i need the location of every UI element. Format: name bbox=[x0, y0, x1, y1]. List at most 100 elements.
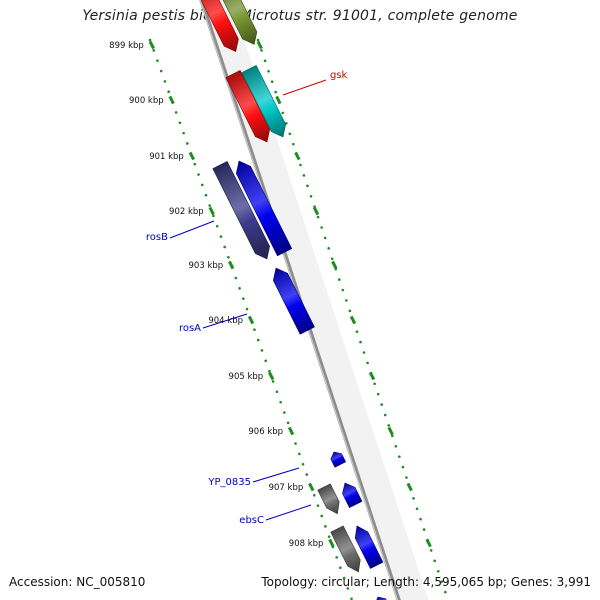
scale-dot bbox=[345, 299, 348, 302]
scale-tick bbox=[312, 206, 320, 216]
scale-dot bbox=[253, 328, 256, 332]
feature-body bbox=[273, 267, 315, 335]
feature-body bbox=[192, 0, 239, 52]
scale-dot bbox=[327, 247, 330, 250]
scale-dot bbox=[275, 390, 279, 394]
scale-dot bbox=[323, 236, 327, 240]
scale-tick bbox=[294, 151, 301, 161]
scale-dot bbox=[299, 163, 302, 167]
scale-dot bbox=[167, 90, 170, 94]
scale-tick bbox=[368, 371, 376, 381]
scale-dot bbox=[178, 121, 182, 125]
scale-dot bbox=[348, 309, 352, 313]
scale-tick bbox=[208, 206, 215, 216]
scale-dot bbox=[309, 194, 313, 198]
scale-dot bbox=[330, 257, 334, 261]
scale-dot bbox=[337, 278, 341, 281]
scale-tick-label: 900 kbp bbox=[129, 96, 164, 106]
scale-dot bbox=[152, 49, 156, 52]
scale-dot bbox=[401, 465, 405, 469]
scale-dot bbox=[320, 514, 323, 518]
scale-dot bbox=[288, 132, 292, 136]
feature-body bbox=[236, 160, 293, 257]
scale-tick bbox=[148, 40, 155, 50]
scale-tick-label: 906 kbp bbox=[248, 427, 283, 437]
scale-dot bbox=[398, 455, 401, 458]
gene-label-rosB: rosB bbox=[146, 232, 168, 243]
feature-blue-beside-rosB bbox=[236, 160, 293, 257]
scale-dot bbox=[234, 276, 238, 280]
gene-label-ebsC: ebsC bbox=[239, 515, 264, 526]
scale-dot bbox=[412, 497, 415, 500]
scale-dot bbox=[380, 403, 383, 406]
scale-dot bbox=[279, 400, 282, 404]
scale-dot bbox=[415, 507, 419, 511]
scale-dot bbox=[339, 566, 342, 570]
scale-dot bbox=[292, 142, 295, 146]
scale-dot bbox=[376, 392, 380, 396]
scale-tick-label: 901 kbp bbox=[149, 152, 184, 162]
feature-rosB bbox=[212, 161, 270, 260]
feature-body bbox=[330, 451, 347, 468]
scale-dot bbox=[387, 424, 391, 427]
scale-dot bbox=[208, 204, 212, 207]
scale-tick bbox=[406, 482, 413, 492]
gene-leader-line-ebsC bbox=[265, 504, 312, 521]
scale-dot bbox=[342, 576, 346, 580]
feature-gray-lower bbox=[330, 525, 361, 573]
feature-body bbox=[212, 161, 270, 260]
scale-dot bbox=[263, 59, 267, 63]
scale-dot bbox=[163, 80, 167, 83]
scale-dot bbox=[335, 556, 338, 559]
scale-tick-label: 907 kbp bbox=[269, 483, 304, 493]
scale-dot bbox=[316, 215, 320, 219]
scale-dot bbox=[242, 297, 245, 300]
scale-dot bbox=[215, 224, 219, 228]
scale-dot bbox=[186, 142, 189, 145]
feature-rosA bbox=[273, 267, 315, 335]
scale-dot bbox=[212, 214, 215, 218]
scale-dot bbox=[200, 183, 204, 187]
feature-olive-upper bbox=[214, 0, 258, 45]
page-title: Yersinia pestis biovar Microtus str. 910… bbox=[82, 8, 518, 24]
scale-dot bbox=[245, 307, 249, 311]
gene-leader-line-gsk bbox=[282, 79, 327, 96]
scale-tick bbox=[287, 426, 295, 436]
scale-dot bbox=[429, 549, 433, 552]
gene-leader-line-YP_0835 bbox=[252, 467, 300, 483]
scale-dot bbox=[297, 452, 301, 456]
gene-label-gsk: gsk bbox=[330, 70, 348, 81]
scale-dot bbox=[359, 340, 362, 344]
scale-tick bbox=[247, 315, 255, 325]
scale-tick bbox=[268, 371, 275, 381]
scale-tick bbox=[328, 538, 335, 548]
scale-dot bbox=[271, 380, 275, 383]
scale-dot bbox=[182, 131, 185, 135]
scale-dot bbox=[316, 504, 320, 507]
scale-dot bbox=[281, 111, 285, 115]
scale-dot bbox=[350, 597, 353, 600]
feature-body bbox=[342, 482, 363, 508]
feature-red-upper bbox=[192, 0, 239, 52]
scale-dot bbox=[433, 559, 437, 563]
scale-dot bbox=[444, 590, 447, 594]
scale-tick-label: 905 kbp bbox=[229, 372, 264, 382]
scale-dot bbox=[283, 411, 286, 414]
topology-label: Topology: circular; Length: 4,595,065 bp… bbox=[261, 575, 591, 589]
gene-labels: gsk rosB rosA YP_0835 ebsC bbox=[146, 70, 348, 526]
scale-dot bbox=[227, 255, 230, 259]
scale-dot bbox=[193, 162, 197, 166]
scale-dot bbox=[204, 193, 208, 197]
feature-ebsC bbox=[342, 482, 363, 508]
gene-leader-line-rosB bbox=[169, 220, 215, 239]
feature-gsk bbox=[241, 65, 286, 138]
scale-tick bbox=[308, 482, 315, 492]
scale-dot bbox=[302, 174, 306, 177]
feature-body bbox=[214, 0, 258, 45]
scale-dot bbox=[373, 382, 376, 386]
feature-body bbox=[354, 525, 384, 569]
scale-dot bbox=[320, 226, 323, 229]
scale-tick-label: 903 kbp bbox=[189, 261, 224, 271]
scale-dot bbox=[267, 69, 270, 73]
